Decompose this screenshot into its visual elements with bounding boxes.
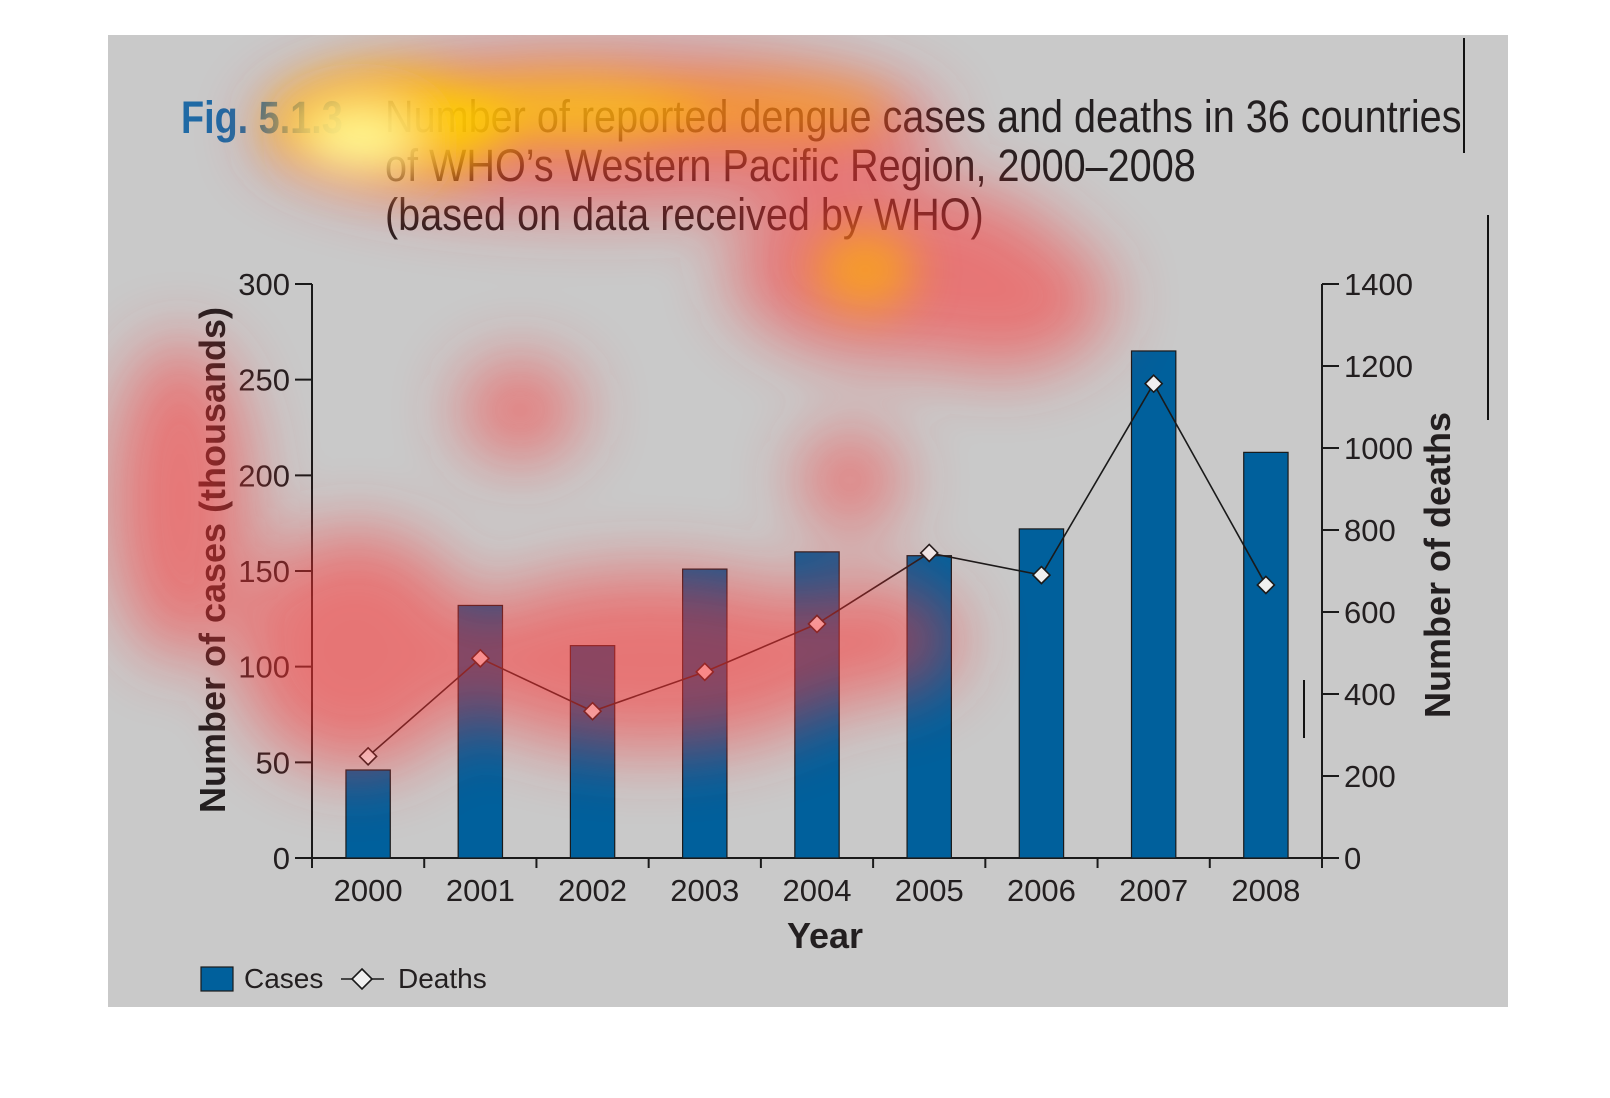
left-tick-label: 100 — [238, 650, 290, 685]
x-axis: 2000 2001 2002 2003 2004 2005 2006 2007 2008 — [311, 857, 1323, 908]
bar-cases — [794, 551, 840, 859]
right-tick-label: 1000 — [1344, 431, 1413, 466]
left-tick-label: 150 — [238, 554, 290, 589]
x-tick-label: 2002 — [558, 873, 627, 908]
legend-deaths-marker — [350, 967, 374, 991]
y2-axis-label: Number of deaths — [1417, 412, 1458, 718]
bar-cases — [906, 555, 952, 859]
right-axis: 0 200 400 600 800 1000 1200 1400 — [1321, 267, 1413, 876]
right-tick-label: 1200 — [1344, 349, 1413, 384]
right-tick-label: 600 — [1344, 595, 1396, 630]
x-tick-label: 2007 — [1119, 873, 1188, 908]
right-tick-label: 400 — [1344, 677, 1396, 712]
left-tick-label: 250 — [238, 363, 290, 398]
x-tick-label: 2006 — [1007, 873, 1076, 908]
title-line-2: of WHO’s Western Pacific Region, 2000–20… — [385, 140, 1196, 191]
legend-cases-swatch — [200, 966, 234, 992]
left-tick-label: 0 — [273, 841, 290, 876]
edge-mark — [1487, 215, 1489, 420]
legend-cases-label: Cases — [244, 963, 323, 994]
x-tick-label: 2004 — [783, 873, 852, 908]
deaths-marker — [1031, 565, 1052, 585]
figure-label: Fig. 5.1.3 — [181, 92, 343, 143]
right-tick-label: 200 — [1344, 759, 1396, 794]
x-tick-label: 2000 — [334, 873, 403, 908]
right-tick-label: 1400 — [1344, 267, 1413, 302]
deaths-marker — [1144, 373, 1164, 394]
edge-mark — [1303, 680, 1305, 738]
bar-cases — [569, 645, 616, 859]
left-tick-label: 200 — [238, 458, 290, 493]
bar-cases — [682, 568, 728, 859]
bar-cases — [345, 769, 391, 859]
left-tick-label: 50 — [256, 745, 290, 780]
x-axis-label: Year — [787, 915, 863, 956]
bar-cases — [1243, 451, 1289, 859]
right-tick-label: 800 — [1344, 513, 1396, 548]
bar-cases — [1130, 350, 1177, 859]
legend: Cases Deaths — [200, 963, 487, 994]
x-tick-label: 2001 — [446, 873, 515, 908]
legend-deaths-label: Deaths — [398, 963, 487, 994]
left-axis: 0 50 100 150 200 250 300 — [238, 267, 313, 876]
x-tick-label: 2005 — [895, 873, 964, 908]
title-line-1: Number of reported dengue cases and deat… — [385, 91, 1462, 142]
cases-bars — [345, 350, 1289, 859]
deaths-marker — [919, 543, 939, 563]
bar-cases — [457, 604, 504, 859]
right-tick-label: 0 — [1344, 841, 1361, 876]
x-tick-label: 2008 — [1231, 873, 1300, 908]
y-axis-label: Number of cases (thousands) — [192, 307, 233, 813]
edge-mark — [1463, 38, 1465, 153]
deaths-marker — [1256, 575, 1276, 595]
left-tick-label: 300 — [238, 267, 290, 302]
x-tick-label: 2003 — [670, 873, 739, 908]
title-line-3: (based on data received by WHO) — [385, 189, 984, 240]
